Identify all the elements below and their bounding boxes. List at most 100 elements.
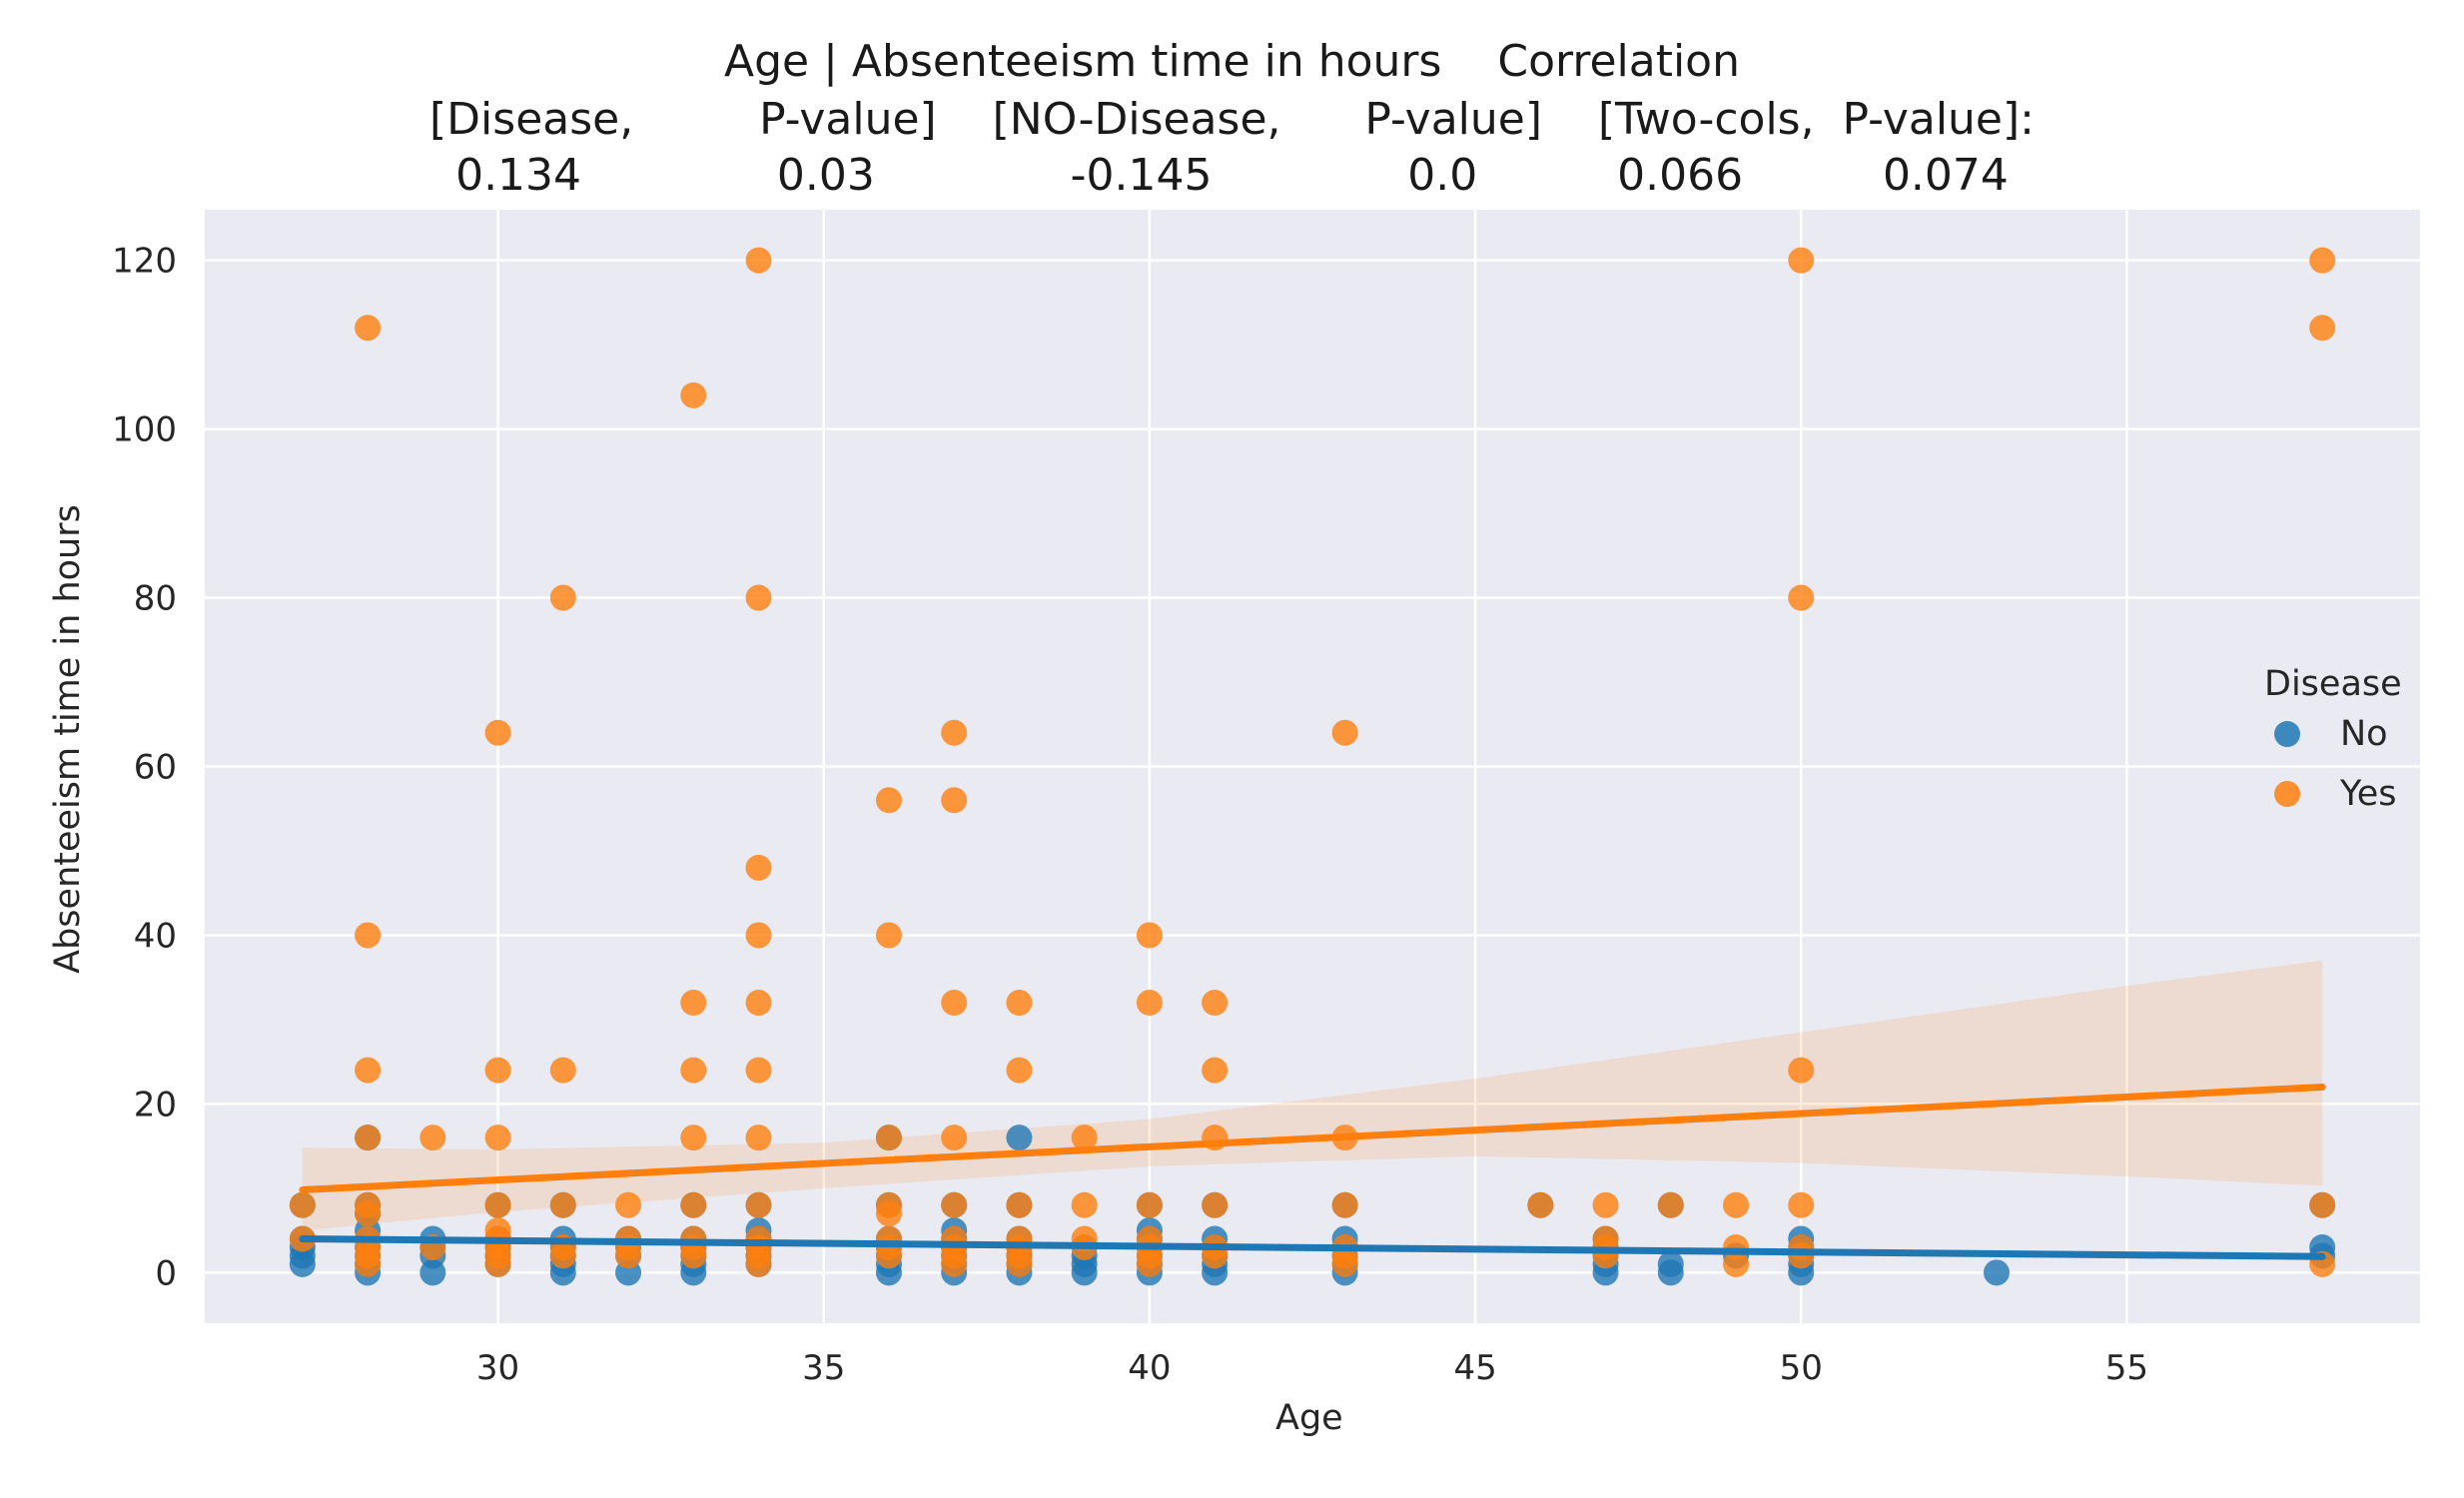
chart-title-line-2: [Disease, P-value] [NO-Disease, P-value]…	[429, 94, 2035, 145]
x-axis-label: Age	[1275, 1398, 1343, 1438]
x-tick-label: 40	[1128, 1348, 1171, 1388]
point-yes	[1202, 990, 1229, 1017]
point-yes	[875, 922, 902, 949]
legend-label-no: No	[2340, 714, 2388, 754]
point-yes	[941, 1191, 968, 1218]
point-yes	[549, 1057, 576, 1084]
point-yes	[1331, 719, 1358, 746]
point-yes	[1202, 1057, 1229, 1084]
point-yes	[615, 1191, 642, 1218]
point-yes	[484, 1191, 511, 1218]
point-yes	[1788, 584, 1815, 611]
point-yes	[1527, 1191, 1554, 1218]
point-yes	[1202, 1191, 1229, 1218]
point-no	[1983, 1259, 2010, 1286]
point-yes	[875, 1191, 902, 1218]
point-yes	[875, 787, 902, 814]
point-yes	[484, 1217, 511, 1244]
point-yes	[875, 1124, 902, 1151]
legend-marker-no	[2274, 721, 2300, 747]
point-yes	[2309, 315, 2336, 342]
point-yes	[1657, 1191, 1684, 1218]
chart-title-line-1: Age | Absenteeism time in hours Correlat…	[724, 36, 1740, 87]
point-yes	[1136, 1191, 1163, 1218]
legend: Disease No Yes	[2252, 664, 2464, 824]
point-yes	[745, 584, 772, 611]
point-yes	[745, 854, 772, 881]
x-tick-label: 55	[2105, 1348, 2148, 1388]
point-yes	[1071, 1191, 1098, 1218]
y-tick-label: 40	[134, 916, 177, 956]
point-yes	[680, 1124, 707, 1151]
y-tick-label: 100	[112, 410, 177, 450]
point-yes	[484, 719, 511, 746]
point-yes	[1788, 1233, 1815, 1260]
point-yes	[355, 1057, 382, 1084]
point-yes	[355, 1124, 382, 1151]
y-tick-label: 60	[134, 748, 177, 788]
point-yes	[355, 315, 382, 342]
point-yes	[1071, 1124, 1098, 1151]
point-yes	[289, 1191, 316, 1218]
legend-title: Disease	[2264, 664, 2402, 704]
fit-line-no	[299, 1235, 2326, 1260]
point-yes	[680, 990, 707, 1017]
x-tick-label: 35	[802, 1348, 845, 1388]
point-yes	[745, 1057, 772, 1084]
fit-line-yes	[299, 1083, 2326, 1194]
x-tick-labels: 30 35 40 45 50 55	[476, 1348, 2148, 1388]
series-yes-points	[289, 247, 2336, 1277]
point-yes	[2309, 1191, 2336, 1218]
point-yes	[1592, 1225, 1619, 1252]
gridlines	[205, 210, 2420, 1323]
point-yes	[680, 1057, 707, 1084]
point-yes	[1788, 247, 1815, 274]
chart-title-line-3: 0.134 0.03 -0.145 0.0 0.066 0.074	[455, 150, 2009, 201]
x-tick-label: 50	[1780, 1348, 1823, 1388]
point-yes	[484, 1124, 511, 1151]
legend-marker-yes	[2274, 781, 2300, 807]
point-yes	[1136, 990, 1163, 1017]
point-yes	[1723, 1233, 1750, 1260]
point-yes	[1006, 1191, 1033, 1218]
point-yes	[484, 1057, 511, 1084]
point-yes	[1006, 990, 1033, 1017]
legend-label-yes: Yes	[2340, 774, 2397, 814]
point-yes	[1788, 1191, 1815, 1218]
point-yes	[941, 990, 968, 1017]
point-yes	[745, 1225, 772, 1252]
regression-lines	[299, 1083, 2326, 1260]
point-yes	[680, 1191, 707, 1218]
point-yes	[745, 990, 772, 1017]
y-tick-label: 0	[155, 1253, 177, 1293]
point-yes	[549, 584, 576, 611]
point-yes	[355, 1191, 382, 1218]
point-yes	[745, 1124, 772, 1151]
point-yes	[1136, 922, 1163, 949]
x-tick-label: 30	[476, 1348, 519, 1388]
point-yes	[355, 922, 382, 949]
point-no	[1006, 1124, 1033, 1151]
legend-item-yes: Yes	[2252, 764, 2464, 824]
y-tick-label: 20	[134, 1085, 177, 1124]
point-yes	[941, 787, 968, 814]
point-yes	[1723, 1191, 1750, 1218]
y-tick-label: 120	[112, 242, 177, 282]
y-tick-label: 80	[134, 579, 177, 619]
point-yes	[745, 247, 772, 274]
point-yes	[941, 719, 968, 746]
point-yes	[1006, 1057, 1033, 1084]
point-yes	[745, 922, 772, 949]
point-no	[1657, 1250, 1684, 1277]
point-yes	[2309, 247, 2336, 274]
point-yes	[1331, 1191, 1358, 1218]
point-yes	[745, 1191, 772, 1218]
x-tick-label: 45	[1453, 1348, 1496, 1388]
point-yes	[1592, 1191, 1619, 1218]
y-axis-label: Absenteeism time in hours	[48, 504, 88, 974]
point-yes	[1788, 1057, 1815, 1084]
point-yes	[941, 1124, 968, 1151]
y-tick-labels: 0 20 40 60 80 100 120	[112, 242, 177, 1294]
legend-item-no: No	[2252, 704, 2464, 764]
